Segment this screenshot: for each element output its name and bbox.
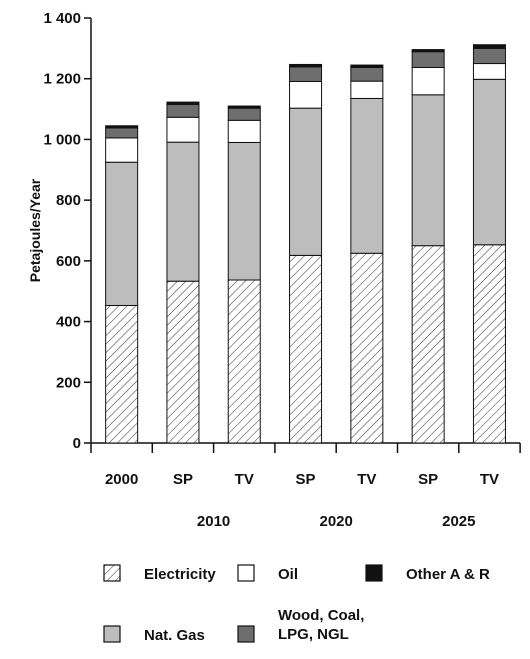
y-tick-label: 1 000 xyxy=(43,131,81,148)
plot-area: 0 200 400 600 800 1 000 1 200 1 400 Petajoules/Y… xyxy=(27,10,521,530)
group-label: 2025 xyxy=(442,513,475,530)
legend-label: Nat. Gas xyxy=(144,627,205,644)
bar-segment-electricity xyxy=(411,245,445,444)
bar-segment-wood-coal-lpg-ngl xyxy=(289,66,323,82)
bar-segment-nat-gas xyxy=(289,107,323,256)
bar-segment-electricity xyxy=(472,244,506,444)
bar-segment-nat-gas xyxy=(411,94,445,247)
x-tick-label: TV xyxy=(357,471,376,488)
legend-swatch xyxy=(365,564,383,582)
legend-label: Other A & R xyxy=(406,566,490,583)
legend-label: Oil xyxy=(278,566,298,583)
x-tick-label: TV xyxy=(235,471,254,488)
bar-segment-nat-gas xyxy=(350,97,384,254)
x-tick-label: SP xyxy=(418,471,438,488)
y-axis-title: Petajoules/Year xyxy=(27,178,43,282)
bar-segment-nat-gas xyxy=(105,161,139,306)
x-tick-label: SP xyxy=(296,471,316,488)
x-tick-label: SP xyxy=(173,471,193,488)
bar-segment-other-a-r xyxy=(166,101,200,106)
bar-segment-oil xyxy=(411,66,445,96)
y-tick-label: 200 xyxy=(56,374,81,391)
y-tick-label: 1 400 xyxy=(43,10,81,27)
bar-segment-oil xyxy=(105,137,139,163)
bar-segment-wood-coal-lpg-ngl xyxy=(166,104,200,118)
legend-swatch xyxy=(237,564,255,582)
legend: Electricity Oil Other A & R Nat. Gas Wood, C… xyxy=(103,564,490,644)
y-tick-label: 600 xyxy=(56,253,81,270)
legend-swatch xyxy=(103,625,121,643)
bar-segment-oil xyxy=(166,116,200,143)
bar-segment-oil xyxy=(472,63,506,80)
bar-segment-nat-gas xyxy=(227,141,261,281)
x-tick-label: 2000 xyxy=(105,471,138,488)
legend-swatch xyxy=(103,564,121,582)
bar-segment-other-a-r xyxy=(411,49,445,53)
bar-segment-electricity xyxy=(105,304,139,444)
bar-segment-other-a-r xyxy=(105,125,139,129)
bar-segment-oil xyxy=(350,80,384,99)
bar-segment-electricity xyxy=(289,254,323,444)
bar-segment-wood-coal-lpg-ngl xyxy=(350,66,384,82)
bar-segment-electricity xyxy=(166,280,200,444)
bar-segment-other-a-r xyxy=(289,63,323,68)
bar-segment-other-a-r xyxy=(350,64,384,68)
bar-segment-nat-gas xyxy=(472,78,506,246)
group-label: 2010 xyxy=(197,513,230,530)
bar-segment-wood-coal-lpg-ngl xyxy=(105,127,139,139)
y-tick-label: 800 xyxy=(56,192,81,209)
bar-segment-electricity xyxy=(227,279,261,444)
bar-segment-wood-coal-lpg-ngl xyxy=(411,51,445,68)
bar-segment-other-a-r xyxy=(472,44,506,49)
legend-label: Wood, Coal, LPG, NGL xyxy=(278,607,364,643)
x-tick-label: TV xyxy=(480,471,499,488)
bar-segment-other-a-r xyxy=(227,105,261,109)
bar-segment-oil xyxy=(227,119,261,143)
bar-segment-nat-gas xyxy=(166,141,200,282)
y-tick-label: 1 200 xyxy=(43,71,81,88)
bar-segment-electricity xyxy=(350,252,384,444)
legend-swatch xyxy=(237,625,255,643)
bar-segment-oil xyxy=(289,80,323,109)
legend-label: Electricity xyxy=(144,566,216,583)
y-tick-label: 400 xyxy=(56,314,81,331)
bar-segment-wood-coal-lpg-ngl xyxy=(472,47,506,65)
bar-segment-wood-coal-lpg-ngl xyxy=(227,107,261,121)
y-tick-label: 0 xyxy=(73,435,81,452)
group-label: 2020 xyxy=(320,513,353,530)
